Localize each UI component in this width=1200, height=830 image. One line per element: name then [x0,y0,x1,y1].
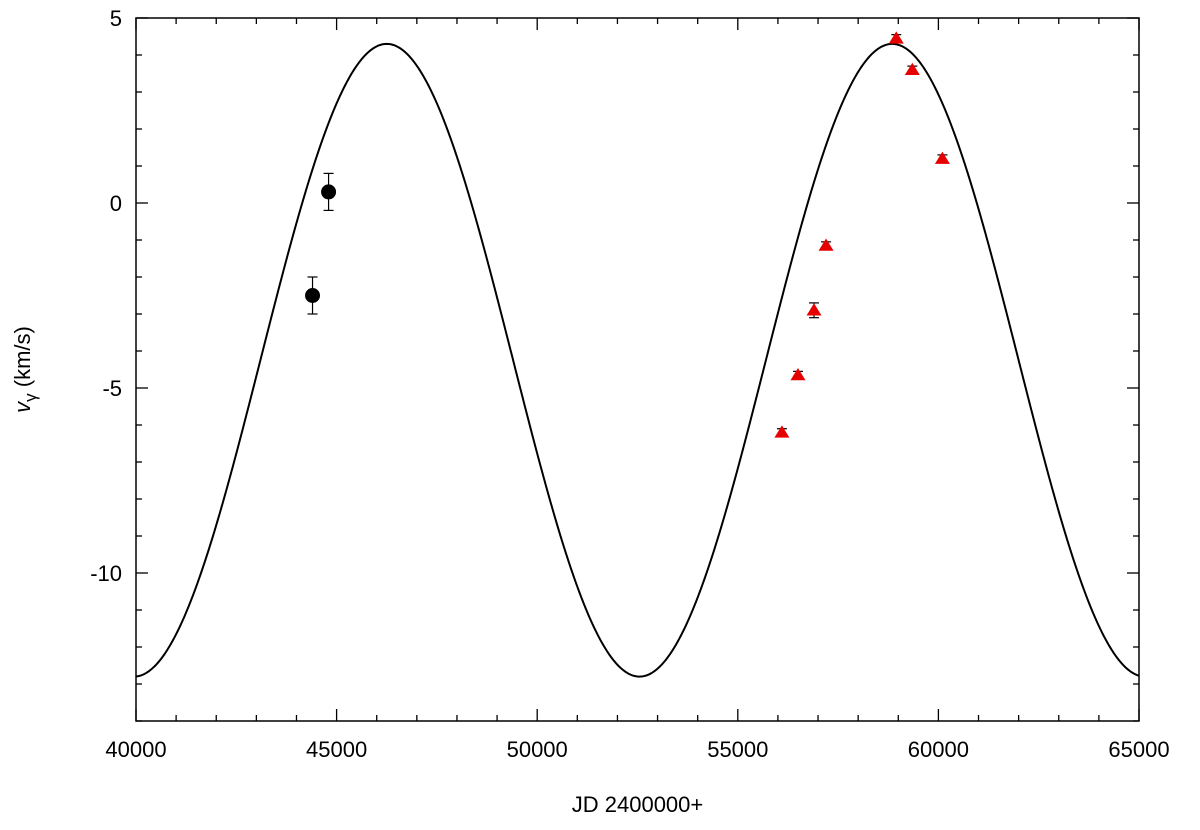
x-tick-label: 40000 [105,737,166,762]
y-axis-label-subscript: γ [21,393,40,402]
data-points-layer [305,31,950,438]
data-point-triangle [806,303,822,316]
data-point-circle [321,184,337,200]
data-point-circle [305,288,321,303]
x-tick-label: 45000 [306,737,367,762]
y-tick-label: 5 [110,6,122,31]
y-axis-label-unit: (km/s) [10,326,35,393]
data-point-triangle [790,368,806,381]
y-axis-label-symbol: v [10,400,35,413]
y-axis-label: vγ (km/s) [10,326,40,413]
data-point-triangle [774,425,790,438]
data-point-triangle [934,151,950,164]
x-tick-label: 50000 [507,737,568,762]
x-axis-label: JD 2400000+ [572,792,704,817]
data-point-triangle [818,238,834,251]
data-point-triangle [888,31,904,44]
x-tick-label: 65000 [1108,737,1169,762]
model-curve [135,42,1140,678]
model-curve-layer [135,42,1140,678]
y-tick-label: -10 [90,561,122,586]
x-tick-label: 60000 [908,737,969,762]
ticks-layer: 40000 45000 50000 55000 60000 65000 -10 -5 0 5 [90,6,1169,762]
data-point-triangle [904,62,920,76]
y-tick-label: 0 [110,191,122,216]
y-tick-label: -5 [102,376,122,401]
plot-frame [135,17,1140,722]
x-tick-label: 55000 [707,737,768,762]
